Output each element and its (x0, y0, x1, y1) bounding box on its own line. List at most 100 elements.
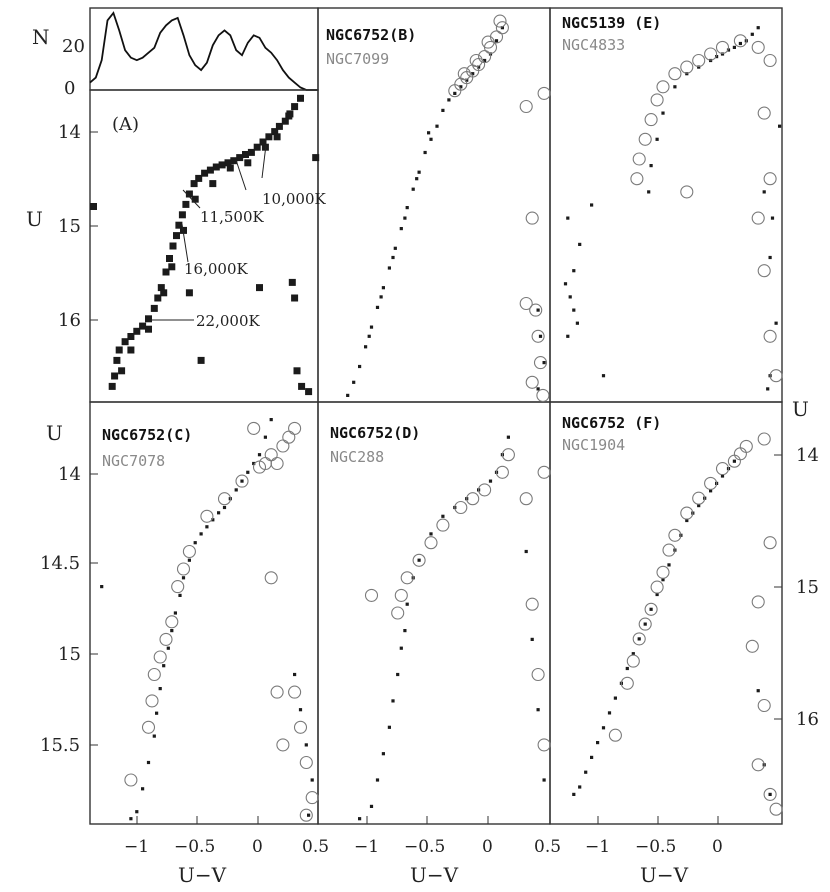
panel-e-series-1-point (632, 152, 646, 166)
xtick-d-minus1: −1 (354, 837, 379, 857)
panel-a-series-0-point (191, 195, 199, 203)
xtick-f-0: 0 (712, 837, 723, 857)
panel-e-label2: NGC4833 (562, 36, 625, 54)
panel-d-series-0-point (542, 778, 546, 782)
panel-e-series-0-point (720, 52, 725, 56)
panel-f-series-0-point (697, 504, 701, 508)
panel-d-series-0-point (441, 514, 445, 518)
panel-c-ylabel: U (46, 421, 63, 445)
panel-e-series-0-point (572, 308, 576, 312)
panel-a-series-0-point (247, 148, 255, 156)
panel-a-series-0-point (157, 284, 165, 292)
panel-d-series-1-point (412, 553, 426, 567)
panel-a-series-0-point (139, 322, 147, 330)
panel-f-series-0-point (709, 489, 713, 493)
panel-d-series-1-point (454, 500, 468, 515)
panel-d-series-0-point (358, 817, 362, 821)
panel-b-series-1-point (537, 86, 551, 100)
panel-b-series-0-point (500, 26, 504, 30)
panel-e-series-0-point (774, 321, 778, 325)
panel-d-label2: NGC288 (330, 448, 384, 466)
panel-f-series-0-point (596, 741, 600, 745)
panel-e-series-0-point (661, 111, 665, 115)
panel-c-series-1-point (141, 720, 156, 734)
panel-b-series-1-point (525, 211, 539, 225)
panel-c-series-1-point (217, 492, 232, 506)
panel-d-series-1-point (391, 606, 405, 620)
panel-a-series-0-point (226, 164, 234, 172)
panel-e-series-0-point (563, 282, 568, 286)
panel-f-yaxis: U 14 15 16 (774, 397, 819, 730)
panel-c-series-1-point (299, 808, 313, 822)
panel-c-series-1-point (124, 773, 138, 787)
panel-d-label: NGC6752(D) (330, 424, 420, 442)
panel-b-series-0-point (411, 187, 415, 191)
panel-b-series-0-point (358, 364, 362, 369)
panel-c-series-0-point (170, 629, 174, 633)
panel-e-series-0-point (575, 321, 579, 325)
panel-b-series-0-point (453, 91, 457, 95)
panel-a-series-0-point (224, 159, 232, 167)
panel-a-series-0-point (121, 338, 129, 346)
panel-a-series-0-point (185, 190, 193, 198)
arrow-10000k (261, 144, 267, 179)
panel-a-series-0-point (182, 200, 190, 208)
panel-d-series-1-point (519, 492, 533, 506)
panel-f-points (572, 432, 783, 816)
xtick-c-05: 0.5 (302, 837, 329, 857)
annotation-10000k: 10,000K (262, 190, 326, 208)
panel-c-label: NGC6752(C) (102, 426, 192, 444)
panel-e-series-0-point (732, 45, 736, 49)
xtick-d-minus05: −0.5 (404, 837, 445, 857)
panel-d-series-0-point (399, 646, 403, 650)
panel-c-ytick-15: 15 (58, 644, 81, 665)
panel-c-series-0-point (155, 711, 159, 715)
panel-a-frame (89, 89, 319, 403)
panel-b-series-0-point (369, 325, 374, 329)
panel-f-series-1-point (662, 543, 676, 557)
panel-f-series-1-point (668, 528, 682, 542)
panel-frames (89, 7, 783, 825)
panel-a-series-0-point (145, 325, 152, 333)
panel-a-series-0-point (275, 122, 283, 130)
panel-c-series-0-point (162, 664, 166, 668)
panel-a-yaxis: U 14 15 16 (26, 122, 98, 331)
panel-e-series-1-point (769, 369, 783, 383)
panel-e-frame (549, 7, 783, 403)
panel-b-series-1-point (536, 388, 550, 402)
panel-c-series-1-point (235, 474, 249, 488)
panel-d-series-1-point (478, 483, 492, 497)
panel-c-series-0-point (158, 687, 162, 691)
panel-e-series-0-point (568, 295, 572, 299)
panel-f-frame (549, 401, 783, 825)
panel-c-series-0-point (100, 585, 104, 589)
panel-e-series-0-point (768, 255, 772, 260)
panel-a-series-0-point (236, 154, 244, 162)
panel-c-ytick-14-5: 14.5 (40, 553, 80, 574)
panel-e-series-1-point (630, 172, 644, 186)
panel-a-series-0-point (115, 346, 123, 354)
panel-a-label: (A) (112, 114, 139, 135)
panel-e-series-1-point (650, 93, 664, 107)
panel-d-series-1-point (531, 667, 545, 682)
xtick-c-minus1: −1 (124, 837, 149, 857)
panel-d-series-0-point (405, 602, 409, 606)
panel-d-series-1-point (424, 536, 438, 550)
panel-a-series-0-point (197, 356, 205, 364)
panel-d-series-1-point (364, 588, 379, 602)
panel-e-series-0-point (601, 374, 606, 378)
bottom-xaxis: −1 −0.5 0 0.5 −1 −0.5 0 0.5 −1 −0.5 0 U−… (124, 816, 723, 887)
panel-c-series-1-point (305, 791, 319, 805)
panel-e-series-0-point (738, 41, 742, 46)
arrow-11500k-b (182, 189, 201, 209)
panel-c-series-0-point (246, 470, 250, 474)
panel-b-series-0-point (364, 345, 368, 349)
panel-e-series-1-point (757, 264, 771, 278)
panel-f-series-1-point (680, 506, 694, 520)
panel-a-series-0-point (168, 263, 176, 271)
panel-a-series-0-point (206, 166, 214, 174)
panel-a-ytick-14: 14 (58, 122, 81, 143)
panel-e-series-1-point (644, 113, 658, 127)
panel-b-series-0-point (494, 39, 499, 43)
